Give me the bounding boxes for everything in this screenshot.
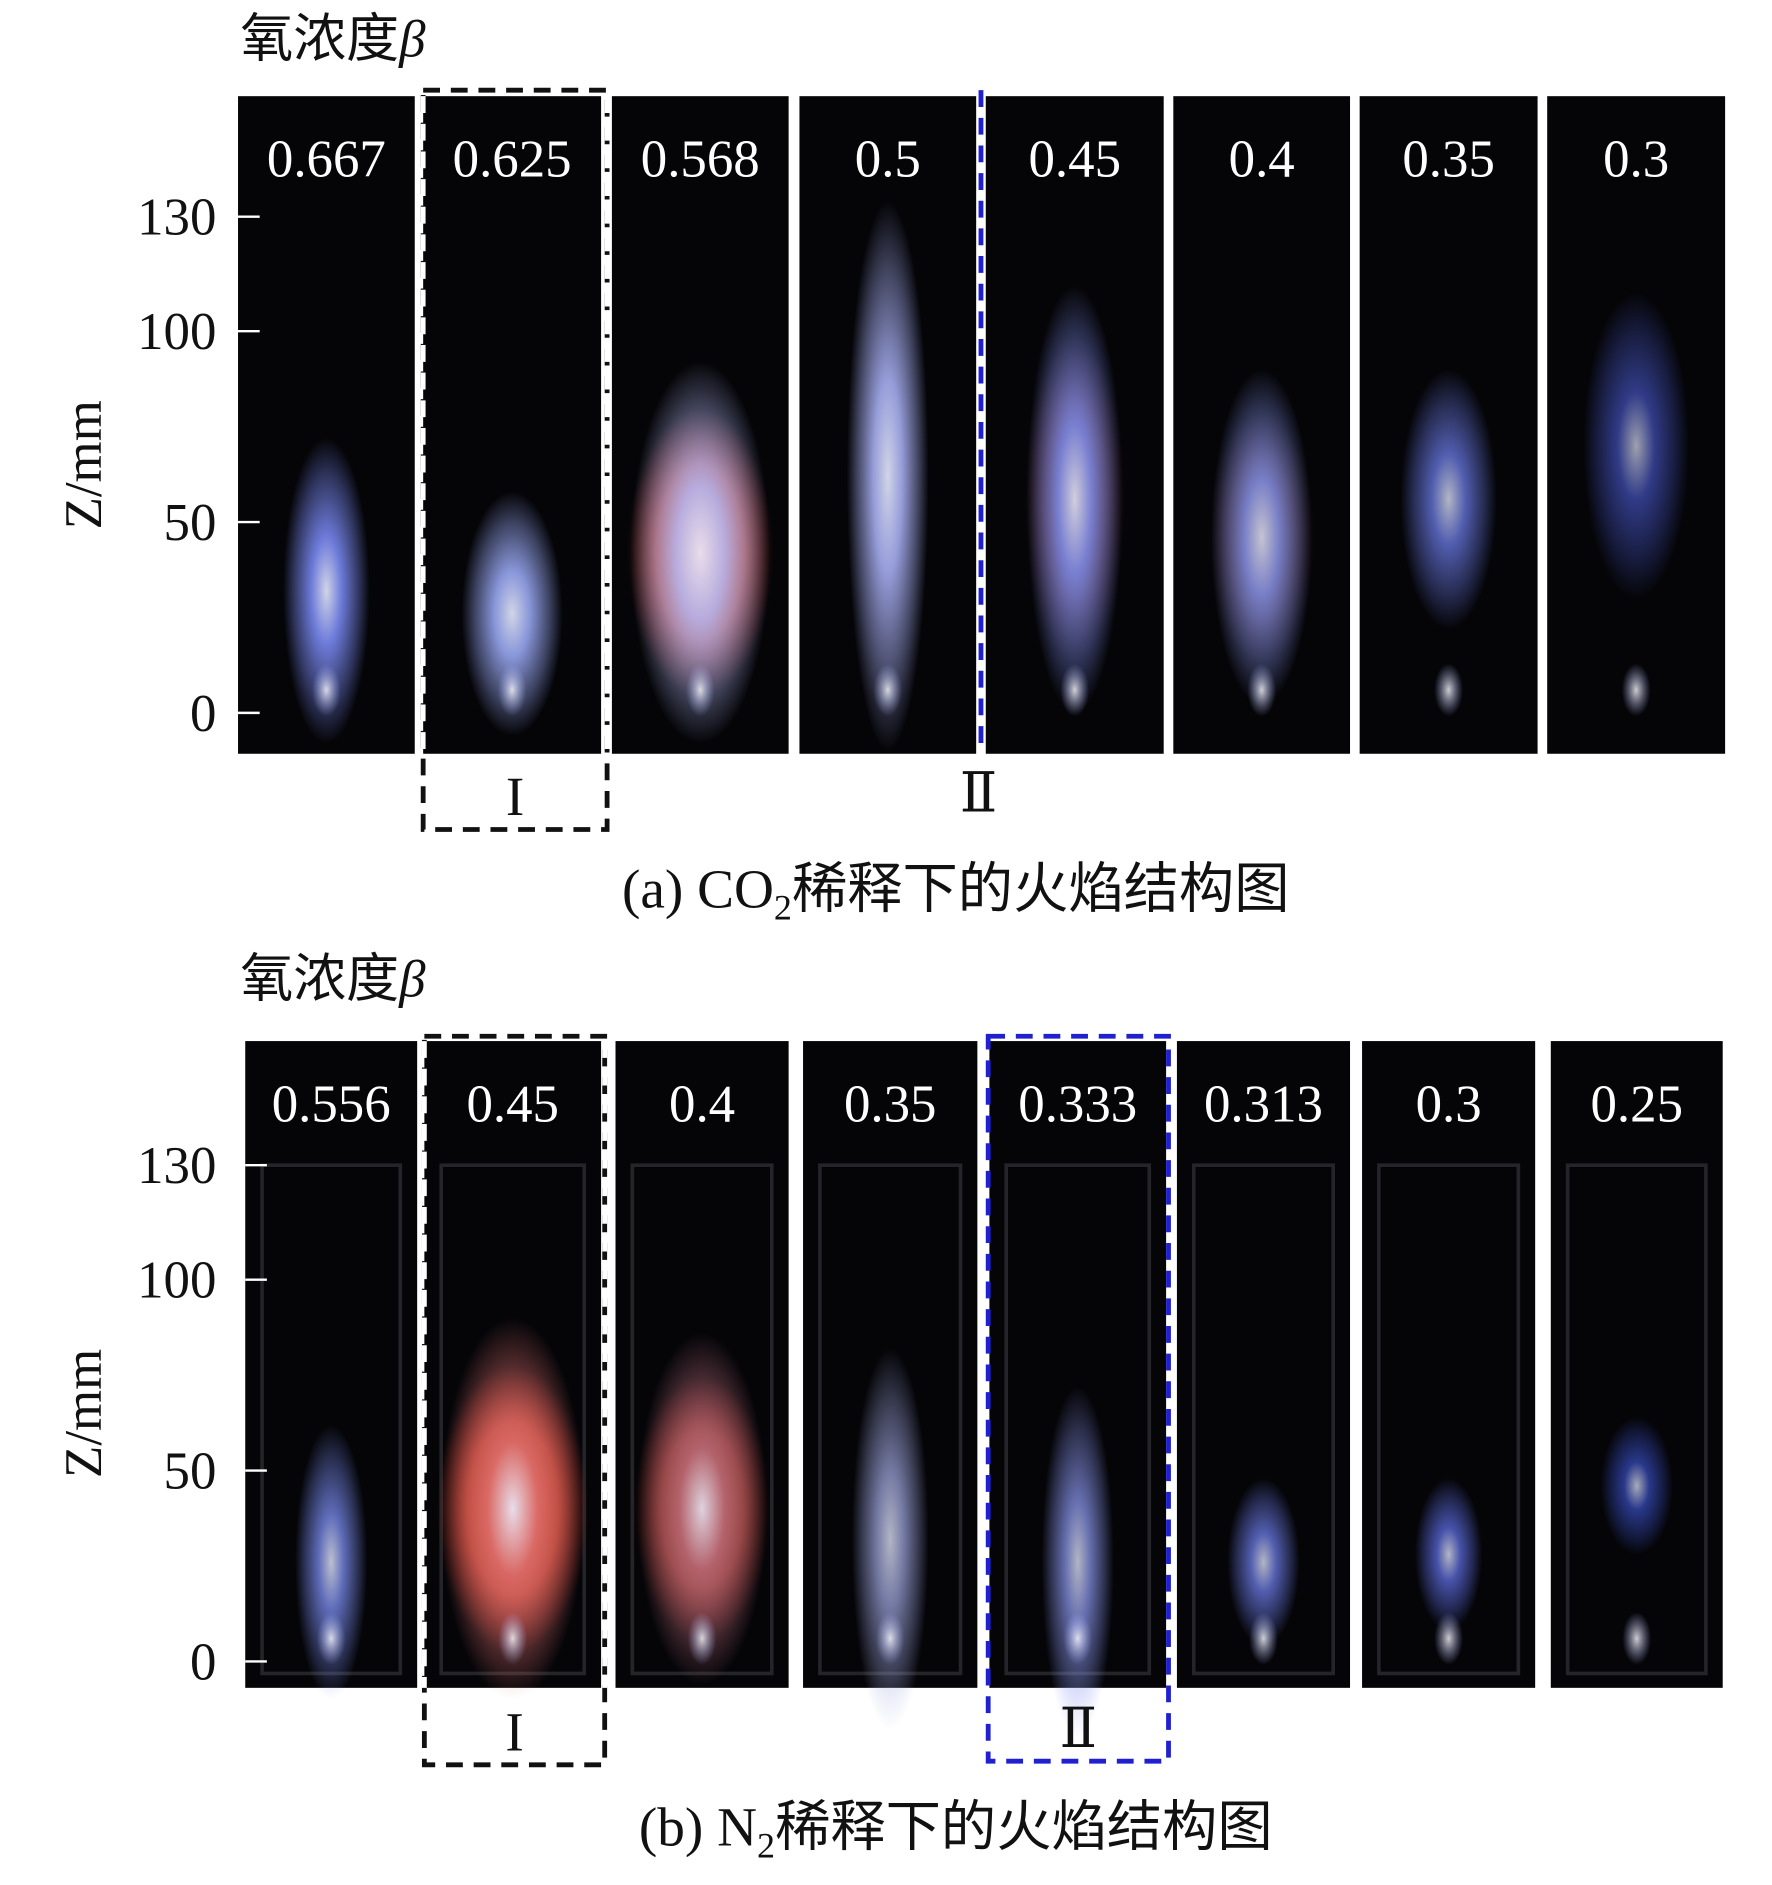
axis-label: Z/mm [55,400,113,529]
tick-label: 130 [137,1137,216,1195]
caption-subscript: 2 [774,888,792,928]
beta-value: 0.313 [1204,1076,1323,1134]
flame-core [1247,663,1277,717]
flame-core [1249,1612,1278,1665]
group-label: Ⅱ [960,762,998,823]
tube [1565,1163,1708,1676]
group-label: I [505,1701,523,1762]
flame [1026,285,1123,713]
flame-core [873,663,903,717]
tick-label: 0 [190,1633,216,1691]
caption-prefix: (a) CO [622,859,774,920]
flame [295,1424,368,1700]
flame [1600,1417,1673,1555]
beta-value: 0.556 [272,1076,391,1134]
title-symbol: β [398,951,426,1009]
title: 氧浓度β [240,11,426,69]
caption: (b) N2稀释下的火焰结构图 [639,1796,1273,1865]
beta-value: 0.3 [1416,1076,1482,1134]
caption-suffix: 稀释下的火焰结构图 [775,1796,1273,1857]
flame-core [1622,1612,1652,1665]
beta-value: 0.3 [1603,131,1669,189]
title-symbol: β [398,11,426,69]
beta-value: 0.4 [669,1076,735,1134]
flame-core [1434,663,1464,717]
flame-core [875,1612,905,1665]
flame [461,491,563,736]
flame-core [1621,663,1651,717]
tick-label: 100 [137,1252,216,1310]
flame [1211,369,1313,706]
flame [1227,1478,1300,1647]
flame [846,201,929,752]
flame [630,361,770,744]
caption-prefix: (b) N [639,1796,757,1857]
tick-label: 0 [190,685,216,743]
flame [1414,1478,1483,1631]
beta-value: 0.5 [855,131,921,189]
flame-core [316,1612,346,1665]
flame-core [1060,663,1090,717]
tick-label: 130 [137,189,216,247]
beta-value: 0.45 [466,1076,559,1134]
beta-value: 0.25 [1590,1076,1683,1134]
beta-value: 0.333 [1018,1076,1137,1134]
flame [637,1333,767,1685]
title-text: 氧浓度 [240,11,399,69]
flame-core [311,663,341,717]
tube [1377,1163,1521,1676]
beta-value: 0.625 [453,131,572,189]
beta-value: 0.35 [844,1076,937,1134]
beta-value: 0.4 [1229,131,1295,189]
flame-core [685,663,715,717]
flame [1041,1386,1114,1738]
flame [283,438,370,744]
beta-value: 0.568 [641,131,760,189]
flame [1583,293,1690,599]
title-text: 氧浓度 [240,951,399,1009]
beta-value: 0.45 [1028,131,1121,189]
flame [851,1348,929,1731]
photo [1550,1041,1723,1688]
group-label: Ⅱ [1060,1698,1098,1759]
flame [1400,369,1497,629]
title: 氧浓度β [240,951,426,1009]
beta-value: 0.35 [1402,131,1495,189]
beta-value: 0.667 [267,131,386,189]
caption: (a) CO2稀释下的火焰结构图 [622,859,1290,928]
flame-core [498,1612,528,1665]
flame-core [497,663,527,717]
flame-core [1434,1612,1464,1665]
flame-core [687,1612,717,1665]
axis-label: Z/mm [55,1349,113,1478]
caption-suffix: 稀释下的火焰结构图 [792,859,1290,920]
tick-label: 50 [164,1443,217,1501]
flame-core [1063,1612,1093,1665]
caption-subscript: 2 [757,1825,775,1865]
group-label: I [506,766,524,827]
tick-label: 50 [164,494,217,552]
tube [1191,1163,1336,1676]
group-box [985,1033,1171,1764]
flame [440,1317,585,1700]
tick-label: 100 [137,303,216,361]
